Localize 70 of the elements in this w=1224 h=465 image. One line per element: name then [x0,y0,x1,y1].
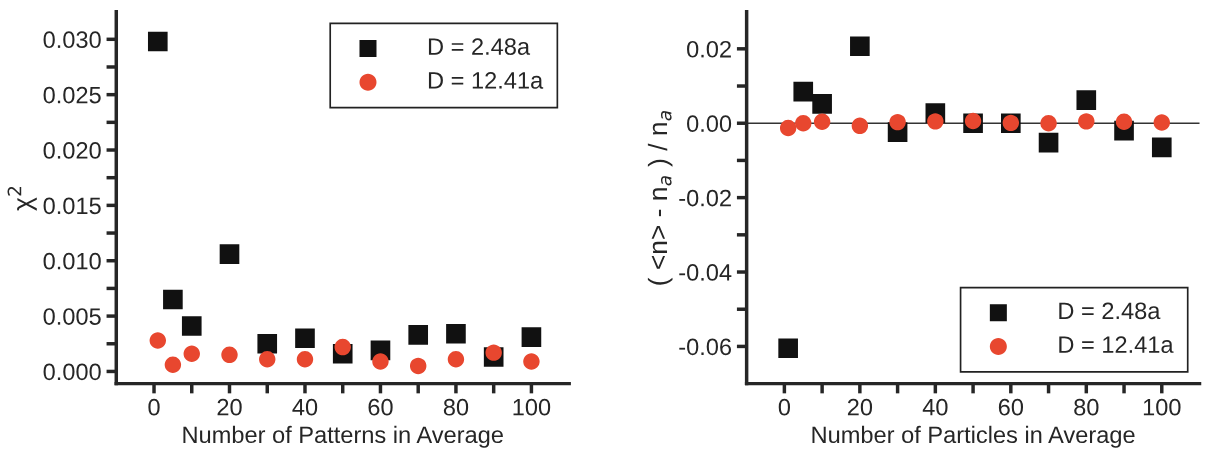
point [219,244,240,264]
y-tick-label: 0.010 [43,252,101,270]
legend-label: D = 12.41a [1059,336,1174,353]
point [812,94,832,114]
point [1076,90,1097,110]
y-tick-label: 0.025 [43,86,101,104]
legend-label: D = 2.48a [428,38,531,55]
y-tick-label: 0.005 [43,308,101,325]
point [523,353,540,370]
x-tick-label: 20 [217,398,242,416]
point [1040,115,1057,132]
point [446,323,466,344]
x-tick-label: 40 [292,398,318,416]
point [778,338,798,359]
point [1078,113,1095,130]
point [1153,114,1170,131]
x-tick-label: 40 [922,398,948,416]
point [793,81,814,102]
x-tick-label: 0 [148,398,160,416]
point [927,113,944,130]
point [409,357,427,375]
point [149,332,167,349]
point [147,31,168,52]
x-tick-label: 60 [998,398,1024,416]
x-tick-label: 100 [513,398,551,416]
y-tick-label: -0.04 [679,264,732,281]
point [851,117,869,135]
y-tick-label: 0.000 [43,363,101,381]
point [485,344,502,361]
point [1115,113,1133,130]
point [295,328,315,349]
point [779,119,797,137]
point [259,351,276,368]
legend-label: D = 12.41a [428,72,544,89]
y-axis-title: χ$^{2}$ [7,186,37,211]
x-tick-label: 20 [847,398,873,416]
y-tick-label: 0.02 [687,40,731,58]
legend-label: D = 2.48a [1059,302,1161,320]
x-tick-label: 0 [778,398,791,416]
y-tick-label: -0.06 [679,338,732,356]
point [163,289,183,310]
point [372,353,389,370]
point [1151,137,1172,158]
point [795,115,812,132]
x-tick-label: 100 [1143,398,1181,416]
y-tick-label: -0.02 [679,189,731,207]
point [257,333,278,354]
y-axis-title: ( <n> - n$_{a}$ ) / n$_{a}$ [647,111,673,285]
x-tick-label: 80 [443,398,469,416]
point [334,338,351,356]
y-tick-label: 0.015 [43,197,101,215]
y-tick-label: 0.020 [43,142,101,159]
point [181,316,202,336]
point [521,327,542,347]
y-tick-label: 0.030 [43,31,101,49]
point [183,345,200,362]
point [408,325,429,345]
point [221,346,238,364]
point [889,113,906,131]
point [447,351,465,368]
point [296,351,314,368]
point [1038,132,1059,153]
point [813,113,831,130]
y-tick-label: 0.00 [687,115,732,133]
x-tick-label: 60 [368,398,393,416]
x-axis-title: Number of Patterns in Average [183,425,503,448]
point [164,356,182,374]
x-axis-title: Number of Particles in Average [812,425,1135,448]
point [850,36,870,57]
x-tick-label: 80 [1074,398,1099,416]
